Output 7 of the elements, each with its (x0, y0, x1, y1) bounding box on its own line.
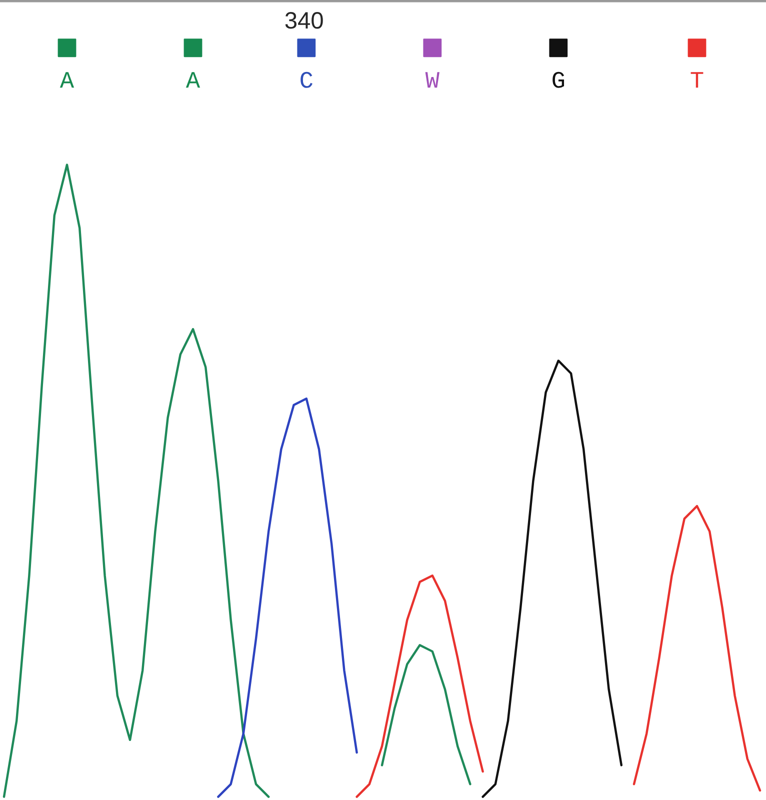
x-tick-label: G (552, 72, 564, 88)
x-tick-label: A (186, 72, 200, 88)
x-tick-label: C (300, 72, 312, 88)
text: 340 (285, 12, 323, 29)
x-tick-label: T (690, 72, 704, 88)
x-tick-label: A (60, 72, 74, 88)
x-tick-label: W (425, 72, 440, 88)
